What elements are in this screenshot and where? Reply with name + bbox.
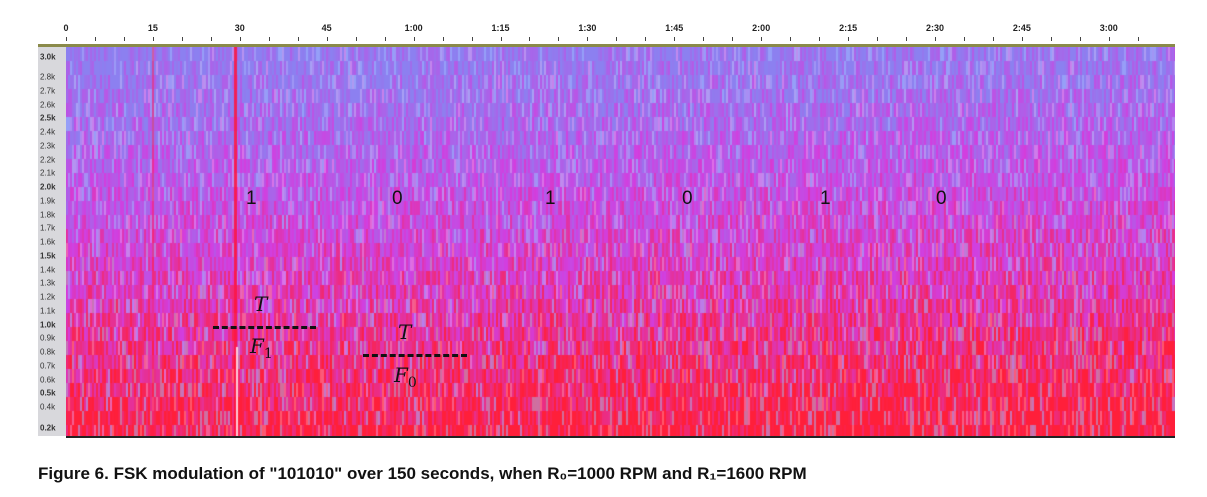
time-tick (1108, 37, 1110, 41)
time-tick (761, 37, 763, 41)
time-tick (123, 37, 125, 41)
frequency-label: 3.0k (40, 52, 56, 62)
time-tick (66, 37, 67, 41)
frequency-label: 2.3k (40, 141, 56, 151)
time-label: 1:15 (491, 23, 510, 33)
time-label-zero: 0 (63, 23, 69, 33)
time-tick (181, 37, 183, 41)
time-label: 1:30 (578, 23, 597, 33)
frequency-label: 0.6k (40, 375, 56, 384)
time-tick (790, 37, 792, 41)
time-tick (442, 37, 444, 41)
time-tick (992, 37, 994, 41)
frequency-label: 2.4k (40, 127, 56, 137)
time-label: 30 (234, 23, 245, 33)
frequency-label: 1.9k (40, 196, 56, 206)
time-tick (413, 37, 415, 41)
time-label: 2:45 (1012, 23, 1031, 33)
bit-label: 0 (682, 188, 693, 209)
time-tick (645, 37, 647, 41)
frequency-label: 1.3k (40, 278, 56, 288)
time-tick (877, 37, 879, 41)
time-tick (355, 37, 357, 41)
time-tick (152, 37, 154, 41)
time-tick (1050, 37, 1052, 41)
time-tick (732, 37, 734, 41)
time-tick (471, 37, 473, 41)
time-tick (558, 37, 560, 41)
time-label: 2:15 (839, 23, 858, 33)
time-tick (268, 37, 270, 41)
time-tick (674, 37, 676, 41)
frequency-axis: 3.0k 2.8k 2.7k 2.6k 2.5k 2.4k 2.3k 2.2k 2.1k 2.0k… (38, 47, 66, 436)
time-ruler[interactable]: 0 15 30 45 1:00 1:15 1:30 1:45 2:00 2:15 2:30 2:45… (38, 20, 1175, 47)
bit-label: 1 (246, 188, 257, 209)
period-label-t1: T (254, 292, 268, 316)
period-label-t0: T (398, 320, 412, 344)
time-tick (94, 37, 96, 41)
frequency-label: 1.2k (40, 292, 56, 302)
time-tick (384, 37, 386, 41)
frequency-label: 0.4k (40, 402, 56, 412)
time-tick (1021, 37, 1023, 41)
time-tick (1079, 37, 1081, 41)
frequency-label: 0.9k (40, 333, 56, 343)
time-tick (210, 37, 212, 41)
frequency-label: 0.2k (40, 423, 56, 433)
time-label: 3:00 (1099, 23, 1118, 33)
time-tick (529, 37, 531, 41)
bit-label: 1 (545, 188, 556, 209)
fraction-bar-0 (363, 354, 467, 357)
time-tick (1137, 37, 1139, 41)
frequency-label: 2.0k (40, 182, 56, 192)
frequency-label-f1: F1 (250, 334, 273, 362)
time-label: 2:00 (752, 23, 771, 33)
time-label: 1:00 (404, 23, 423, 33)
frequency-label: 0.7k (40, 361, 56, 371)
frequency-label: 1.6k (40, 237, 56, 247)
time-tick (963, 37, 965, 41)
frequency-label: 2.1k (40, 168, 56, 178)
spectrogram (66, 47, 1175, 438)
bit-label: 1 (820, 188, 831, 209)
time-tick (500, 37, 502, 41)
frequency-label: 1.5k (40, 251, 56, 261)
frequency-label: 2.5k (40, 113, 56, 123)
time-tick (935, 37, 936, 41)
time-tick (703, 37, 705, 41)
time-tick (819, 37, 821, 41)
frequency-label: 0.8k (40, 347, 56, 357)
frequency-label: 1.1k (40, 306, 56, 316)
frequency-label: 1.0k (40, 320, 56, 329)
frequency-label-f0: F0 (394, 363, 417, 391)
frequency-label: 2.6k (40, 100, 56, 109)
time-label: 15 (147, 23, 158, 33)
frequency-label: 1.4k (40, 265, 56, 274)
frequency-label: 2.8k (40, 72, 56, 82)
bit-label: 0 (936, 188, 947, 209)
frequency-label: 2.2k (40, 155, 56, 164)
frequency-label: 1.8k (40, 210, 56, 219)
time-tick (906, 37, 908, 41)
time-label: 2:30 (925, 23, 945, 33)
figure-caption: Figure 6. FSK modulation of "101010" ove… (38, 464, 807, 483)
time-tick (848, 37, 850, 41)
frequency-label: 1.7k (40, 223, 56, 233)
fraction-bar-1 (213, 326, 316, 329)
time-tick (587, 37, 589, 41)
time-tick (297, 37, 299, 41)
frequency-label: 0.5k (40, 388, 56, 398)
time-tick (326, 37, 328, 41)
time-tick (616, 37, 618, 41)
bit-label: 0 (392, 188, 403, 209)
time-label: 45 (321, 23, 332, 33)
time-label: 1:45 (665, 23, 684, 33)
time-tick (239, 37, 241, 41)
frequency-label: 2.7k (40, 86, 56, 96)
